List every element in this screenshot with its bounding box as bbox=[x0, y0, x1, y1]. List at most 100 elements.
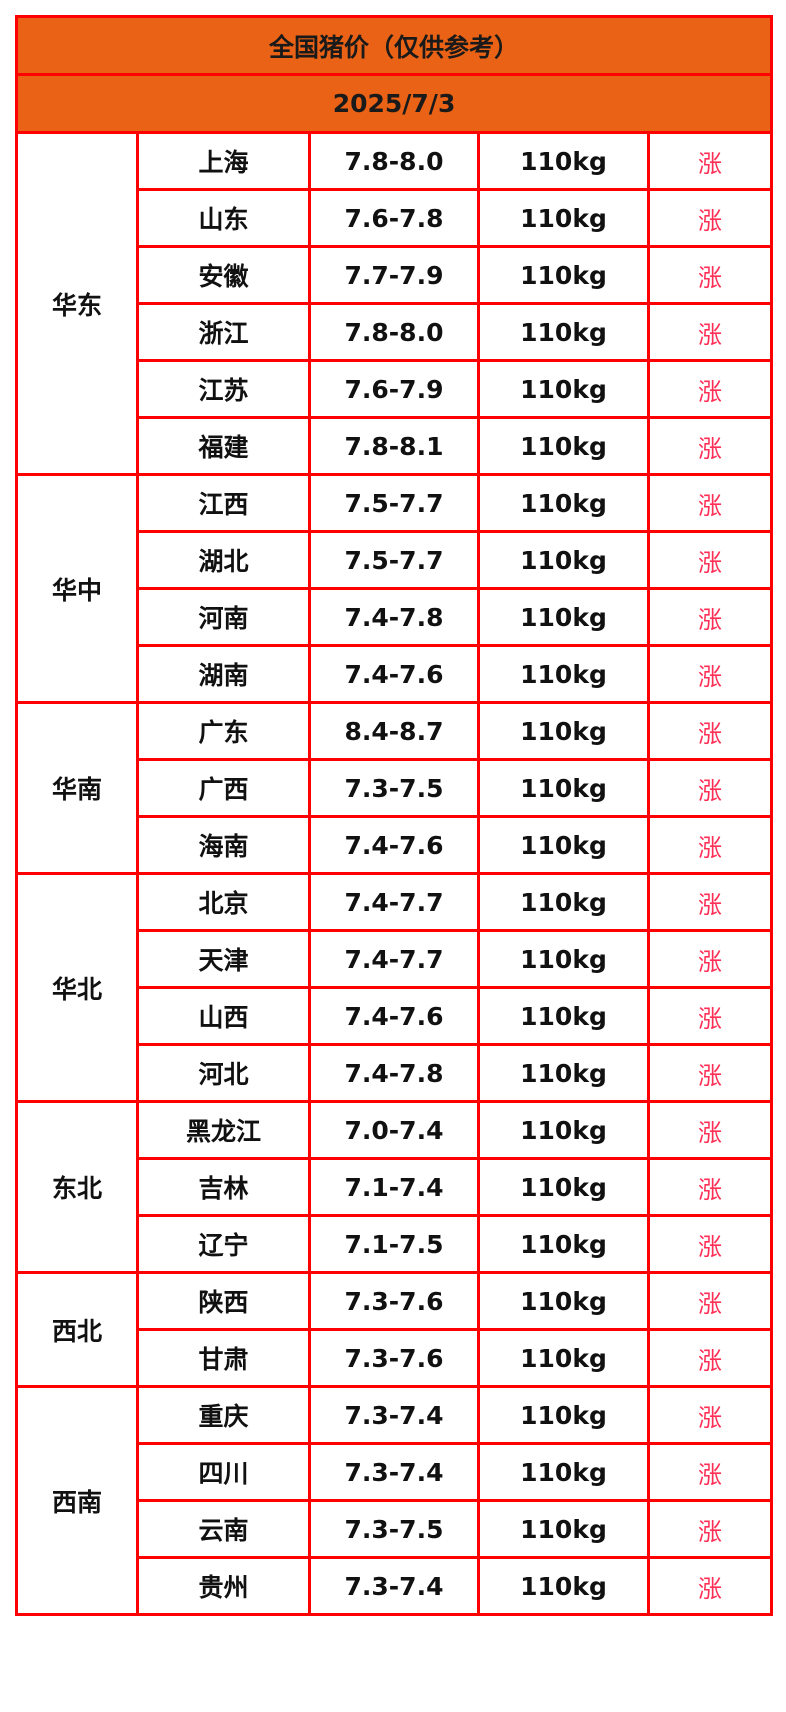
province-cell: 贵州 bbox=[136, 1556, 311, 1616]
table-row: 华中 江西 7.5-7.7 110kg 涨 bbox=[15, 473, 774, 704]
trend-cell: 涨 bbox=[646, 815, 774, 875]
weight-cell: 110kg bbox=[477, 986, 650, 1046]
weight-cell: 110kg bbox=[477, 815, 650, 875]
region-cell: 华北 bbox=[15, 872, 139, 1103]
price-cell: 7.3-7.4 bbox=[308, 1385, 480, 1445]
table-row: 甘肃 7.3-7.6 110kg 涨 bbox=[17, 1328, 774, 1388]
price-cell: 7.1-7.5 bbox=[308, 1214, 480, 1274]
trend-cell: 涨 bbox=[646, 473, 774, 533]
weight-cell: 110kg bbox=[477, 1157, 650, 1217]
title-row: 全国猪价（仅供参考） bbox=[14, 15, 774, 76]
trend-cell: 涨 bbox=[646, 131, 774, 191]
trend-cell: 涨 bbox=[646, 929, 774, 989]
trend-cell: 涨 bbox=[646, 1043, 774, 1103]
trend-cell: 涨 bbox=[646, 1271, 774, 1331]
table-title: 全国猪价（仅供参考） bbox=[14, 15, 774, 76]
trend-cell: 涨 bbox=[646, 1328, 774, 1388]
trend-cell: 涨 bbox=[646, 530, 774, 590]
province-cell: 天津 bbox=[136, 929, 311, 989]
table-row: 江苏 7.6-7.9 110kg 涨 bbox=[17, 359, 774, 419]
table-row: 吉林 7.1-7.4 110kg 涨 bbox=[17, 1157, 774, 1217]
province-cell: 江西 bbox=[136, 473, 311, 533]
table-row: 河南 7.4-7.8 110kg 涨 bbox=[17, 587, 774, 647]
weight-cell: 110kg bbox=[477, 245, 650, 305]
price-cell: 7.4-7.6 bbox=[308, 815, 480, 875]
trend-cell: 涨 bbox=[646, 302, 774, 362]
table-row: 云南 7.3-7.5 110kg 涨 bbox=[17, 1499, 774, 1559]
table-row: 西南 重庆 7.3-7.4 110kg 涨 bbox=[15, 1385, 774, 1616]
table-body: 全国猪价（仅供参考） 2025/7/3 华东 上海 7.8-8.0 110kg 涨山东 7… bbox=[14, 15, 774, 1616]
province-cell: 福建 bbox=[136, 416, 311, 476]
weight-cell: 110kg bbox=[477, 1214, 650, 1274]
trend-cell: 涨 bbox=[646, 758, 774, 818]
province-cell: 上海 bbox=[136, 131, 311, 191]
table-row: 华东 上海 7.8-8.0 110kg 涨 bbox=[15, 131, 774, 476]
weight-cell: 110kg bbox=[477, 1100, 650, 1160]
table-row: 四川 7.3-7.4 110kg 涨 bbox=[17, 1442, 774, 1502]
weight-cell: 110kg bbox=[477, 1385, 650, 1445]
price-cell: 7.8-8.0 bbox=[308, 131, 480, 191]
trend-cell: 涨 bbox=[646, 359, 774, 419]
weight-cell: 110kg bbox=[477, 1499, 650, 1559]
region-cell: 华南 bbox=[15, 701, 139, 875]
weight-cell: 110kg bbox=[477, 188, 650, 248]
price-cell: 7.6-7.8 bbox=[308, 188, 480, 248]
province-cell: 甘肃 bbox=[136, 1328, 311, 1388]
province-cell: 云南 bbox=[136, 1499, 311, 1559]
weight-cell: 110kg bbox=[477, 701, 650, 761]
trend-cell: 涨 bbox=[646, 245, 774, 305]
table-date: 2025/7/3 bbox=[14, 73, 774, 134]
table-row: 山东 7.6-7.8 110kg 涨 bbox=[17, 188, 774, 248]
province-cell: 四川 bbox=[136, 1442, 311, 1502]
price-cell: 7.3-7.6 bbox=[308, 1328, 480, 1388]
price-cell: 7.4-7.7 bbox=[308, 929, 480, 989]
province-cell: 吉林 bbox=[136, 1157, 311, 1217]
table-row: 西北 陕西 7.3-7.6 110kg 涨 bbox=[15, 1271, 774, 1388]
price-cell: 7.1-7.4 bbox=[308, 1157, 480, 1217]
table-row: 山西 7.4-7.6 110kg 涨 bbox=[17, 986, 774, 1046]
table-row: 浙江 7.8-8.0 110kg 涨 bbox=[17, 302, 774, 362]
province-cell: 湖南 bbox=[136, 644, 311, 704]
date-row: 2025/7/3 bbox=[14, 73, 774, 134]
trend-cell: 涨 bbox=[646, 587, 774, 647]
price-cell: 7.3-7.4 bbox=[308, 1442, 480, 1502]
price-cell: 7.8-8.0 bbox=[308, 302, 480, 362]
table-row: 河北 7.4-7.8 110kg 涨 bbox=[17, 1043, 774, 1103]
trend-cell: 涨 bbox=[646, 1442, 774, 1502]
trend-cell: 涨 bbox=[646, 188, 774, 248]
trend-cell: 涨 bbox=[646, 1556, 774, 1616]
weight-cell: 110kg bbox=[477, 530, 650, 590]
trend-cell: 涨 bbox=[646, 644, 774, 704]
table-row: 辽宁 7.1-7.5 110kg 涨 bbox=[17, 1214, 774, 1274]
price-cell: 7.5-7.7 bbox=[308, 530, 480, 590]
weight-cell: 110kg bbox=[477, 872, 650, 932]
price-cell: 7.3-7.5 bbox=[308, 1499, 480, 1559]
table-row: 海南 7.4-7.6 110kg 涨 bbox=[17, 815, 774, 875]
province-cell: 河北 bbox=[136, 1043, 311, 1103]
table-row: 湖南 7.4-7.6 110kg 涨 bbox=[17, 644, 774, 704]
table-row: 华南 广东 8.4-8.7 110kg 涨 bbox=[15, 701, 774, 875]
price-cell: 7.4-7.6 bbox=[308, 644, 480, 704]
table-row: 天津 7.4-7.7 110kg 涨 bbox=[17, 929, 774, 989]
price-cell: 7.3-7.4 bbox=[308, 1556, 480, 1616]
region-cell: 西南 bbox=[15, 1385, 139, 1616]
price-cell: 7.6-7.9 bbox=[308, 359, 480, 419]
weight-cell: 110kg bbox=[477, 758, 650, 818]
weight-cell: 110kg bbox=[477, 1043, 650, 1103]
trend-cell: 涨 bbox=[646, 1157, 774, 1217]
province-cell: 山西 bbox=[136, 986, 311, 1046]
weight-cell: 110kg bbox=[477, 131, 650, 191]
province-cell: 湖北 bbox=[136, 530, 311, 590]
weight-cell: 110kg bbox=[477, 473, 650, 533]
table-row: 湖北 7.5-7.7 110kg 涨 bbox=[17, 530, 774, 590]
weight-cell: 110kg bbox=[477, 929, 650, 989]
province-cell: 重庆 bbox=[136, 1385, 311, 1445]
trend-cell: 涨 bbox=[646, 872, 774, 932]
price-cell: 7.5-7.7 bbox=[308, 473, 480, 533]
trend-cell: 涨 bbox=[646, 1499, 774, 1559]
province-cell: 辽宁 bbox=[136, 1214, 311, 1274]
price-cell: 7.4-7.6 bbox=[308, 986, 480, 1046]
province-cell: 黑龙江 bbox=[136, 1100, 311, 1160]
table-row: 华北 北京 7.4-7.7 110kg 涨 bbox=[15, 872, 774, 1103]
weight-cell: 110kg bbox=[477, 644, 650, 704]
